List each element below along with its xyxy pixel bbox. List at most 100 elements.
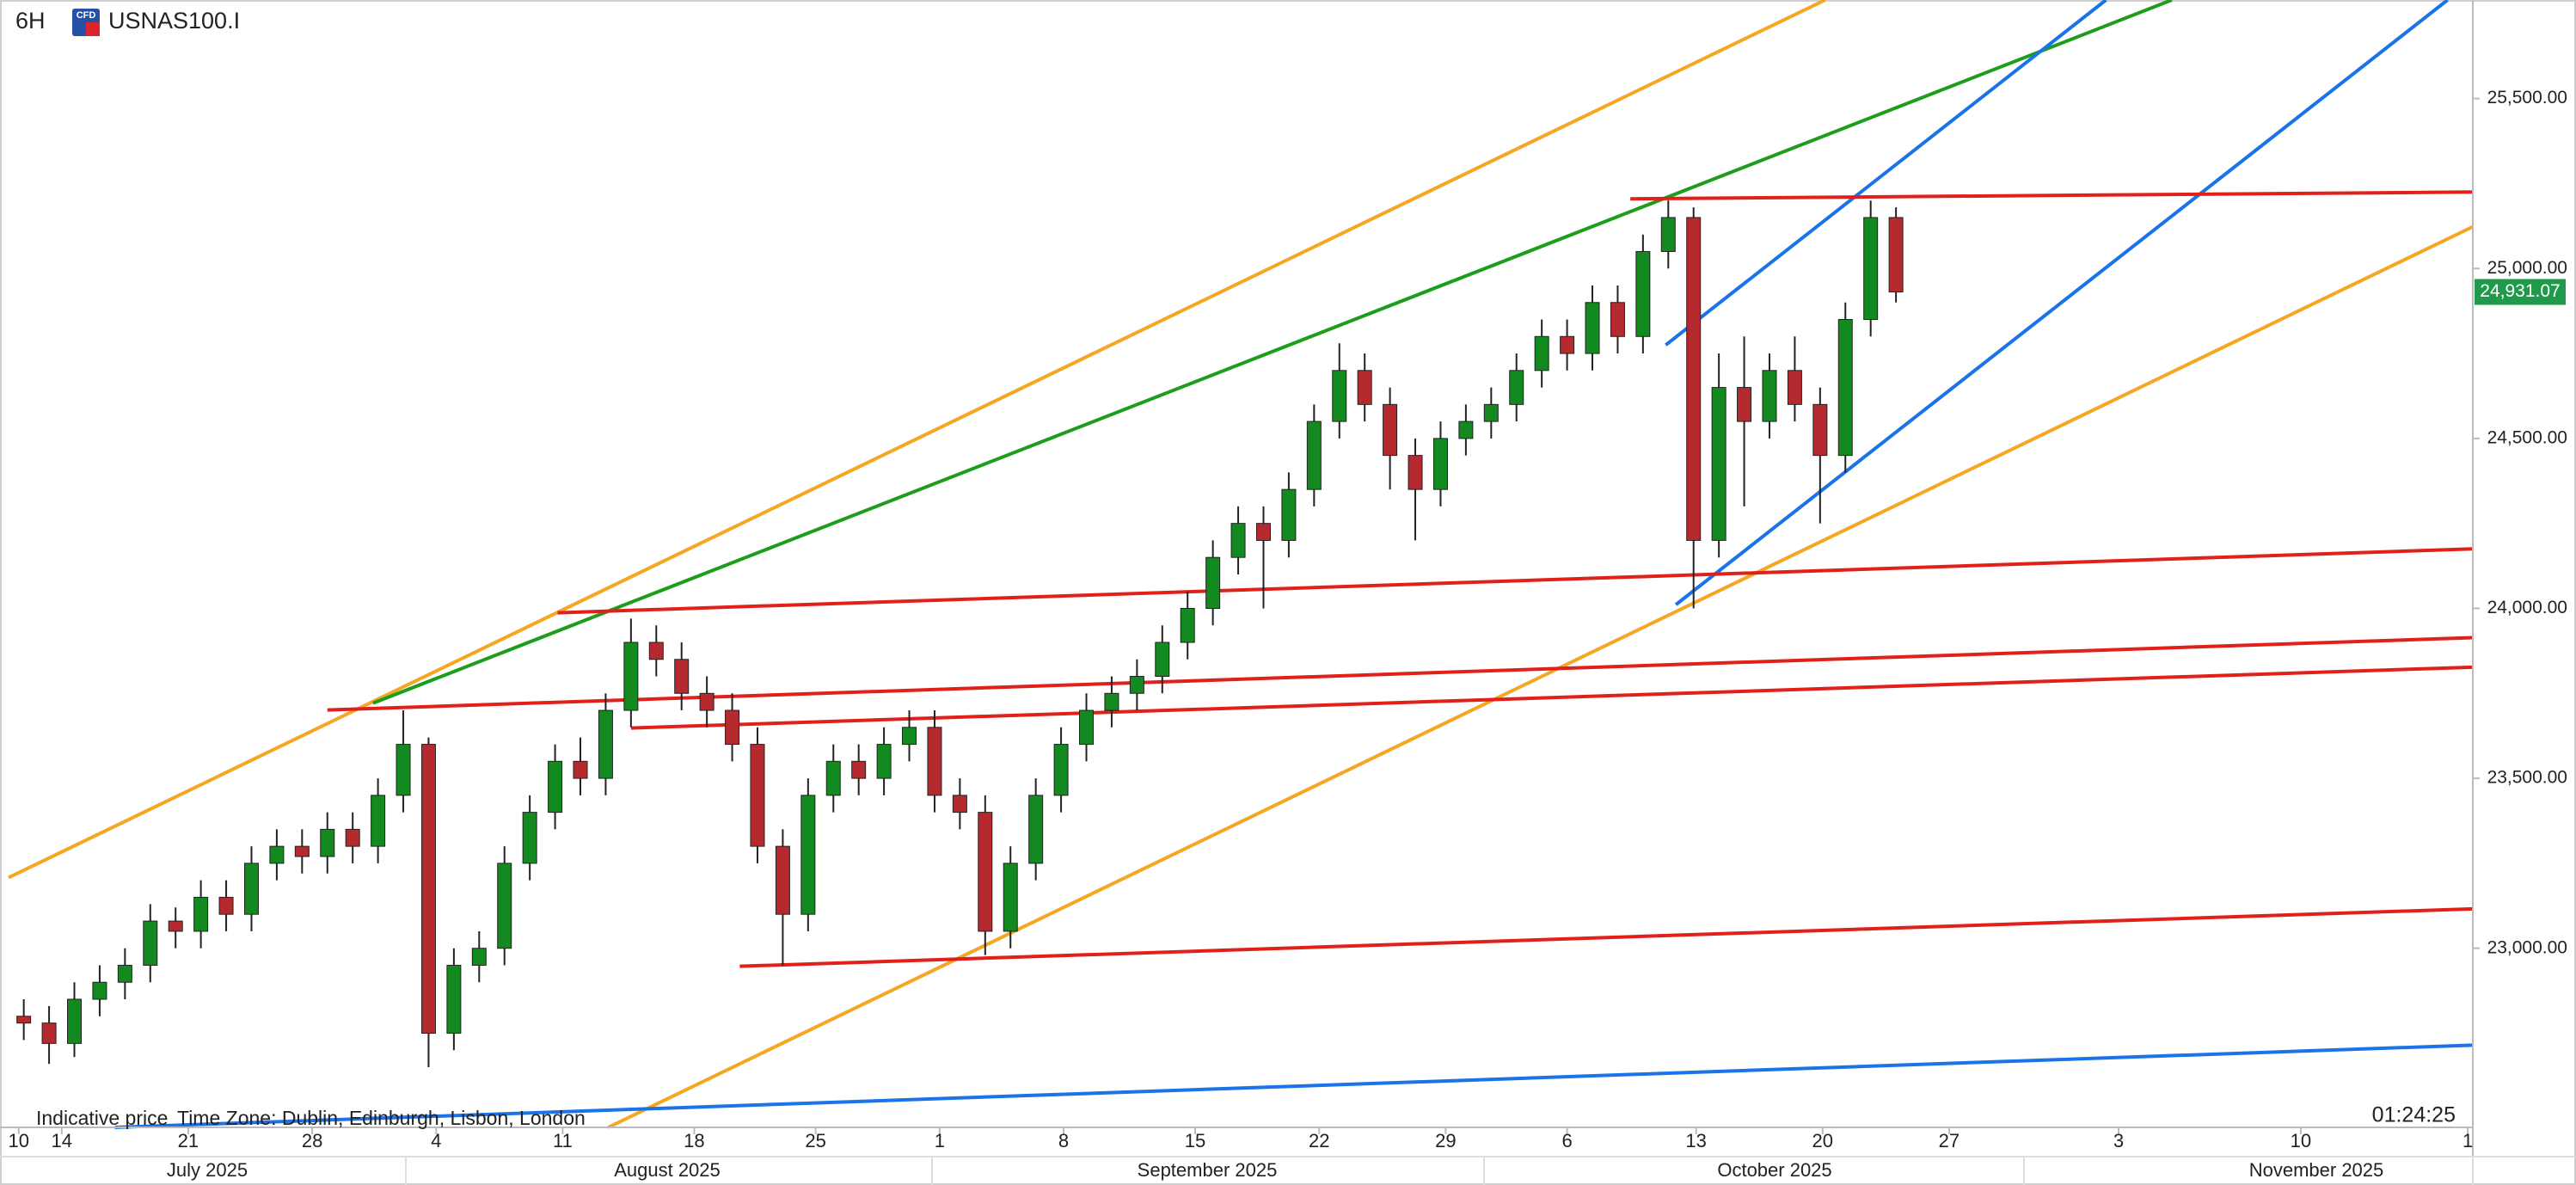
candle-body bbox=[978, 812, 993, 932]
candle-body bbox=[1255, 523, 1271, 541]
month-label: July 2025 bbox=[167, 1159, 248, 1181]
symbol[interactable]: USNAS100.I bbox=[108, 8, 240, 34]
candle-body bbox=[952, 795, 967, 814]
candle-body bbox=[1635, 250, 1651, 337]
candle-body bbox=[1686, 217, 1702, 541]
candle-body bbox=[1383, 403, 1398, 457]
x-tick-label: 8 bbox=[1058, 1130, 1069, 1151]
candle-body bbox=[446, 964, 462, 1035]
y-tick-label: 24,000.00 bbox=[2487, 598, 2567, 617]
candle-body bbox=[1863, 217, 1879, 321]
candle-body bbox=[1180, 607, 1195, 643]
candle-body bbox=[548, 760, 563, 814]
candle-body bbox=[1711, 387, 1727, 541]
candle-body bbox=[1585, 302, 1600, 354]
month-label: August 2025 bbox=[614, 1159, 721, 1181]
candle-body bbox=[218, 896, 234, 915]
candle-body bbox=[725, 709, 740, 746]
candle-body bbox=[851, 760, 867, 779]
candle-body bbox=[648, 642, 664, 660]
candle-body bbox=[41, 1022, 57, 1044]
candle-body bbox=[1104, 692, 1119, 711]
candle-body bbox=[1483, 403, 1499, 422]
price-note: Indicative price bbox=[36, 1107, 168, 1129]
y-tick-label: 23,500.00 bbox=[2487, 768, 2567, 788]
candle-body bbox=[1357, 370, 1372, 405]
x-tick-label: 21 bbox=[178, 1130, 199, 1151]
candle-body bbox=[1079, 709, 1095, 746]
candle-body bbox=[396, 744, 411, 796]
candle-body bbox=[497, 863, 512, 949]
x-tick-label: 15 bbox=[1185, 1130, 1205, 1151]
trend-line bbox=[1630, 190, 2474, 201]
candle-body bbox=[1408, 455, 1423, 490]
x-tick-label: 14 bbox=[52, 1130, 72, 1151]
candle-body bbox=[902, 727, 917, 746]
candle-body bbox=[1028, 795, 1044, 864]
y-tick-label: 23,000.00 bbox=[2487, 937, 2567, 957]
candle-body bbox=[1560, 335, 1575, 354]
candle-body bbox=[598, 709, 613, 779]
candle-body bbox=[1762, 370, 1777, 422]
candle-body bbox=[1332, 370, 1347, 422]
y-tick-label: 25,500.00 bbox=[2487, 88, 2567, 107]
candle-body bbox=[1053, 744, 1069, 796]
candle-body bbox=[1660, 217, 1676, 252]
candle-body bbox=[243, 863, 259, 915]
candle-body bbox=[1432, 438, 1448, 490]
trend-line bbox=[1674, 0, 2449, 606]
candle-body bbox=[1737, 387, 1752, 422]
candle-body bbox=[193, 896, 209, 932]
month-label: October 2025 bbox=[1717, 1159, 1831, 1181]
candle-body bbox=[674, 659, 690, 694]
y-tick-label: 24,500.00 bbox=[2487, 427, 2567, 447]
candle-body bbox=[1129, 676, 1144, 694]
timeframe[interactable]: 6H bbox=[15, 8, 46, 34]
drawings bbox=[8, 0, 2474, 1129]
month-label: November 2025 bbox=[2249, 1159, 2384, 1181]
candle-body bbox=[750, 744, 765, 847]
candle-body bbox=[1610, 302, 1625, 337]
candle-body bbox=[1787, 370, 1802, 405]
candle-body bbox=[92, 981, 107, 1000]
y-tick-label: 25,000.00 bbox=[2487, 258, 2567, 278]
candle-body bbox=[927, 727, 942, 796]
candle-body bbox=[143, 920, 158, 966]
timezone[interactable]: Time Zone: Dublin, Edinburgh, Lisbon, Lo… bbox=[177, 1107, 586, 1129]
candle-body bbox=[825, 760, 841, 796]
trend-line bbox=[557, 547, 2474, 615]
trend-line bbox=[739, 906, 2474, 968]
candle-body bbox=[1509, 370, 1524, 405]
candle-body bbox=[117, 964, 132, 983]
candle-body bbox=[420, 744, 436, 1035]
x-tick-label: 13 bbox=[1685, 1130, 1706, 1151]
candle-body bbox=[1306, 421, 1322, 490]
symbol-badge: CFD bbox=[77, 10, 96, 21]
candle-body bbox=[800, 795, 816, 915]
candle-body bbox=[294, 845, 310, 857]
candle-body bbox=[623, 642, 639, 711]
candle-body bbox=[471, 948, 487, 966]
trend-line bbox=[327, 635, 2474, 712]
candle-body bbox=[1205, 556, 1221, 609]
x-tick-label: 25 bbox=[805, 1130, 825, 1151]
trend-line bbox=[371, 0, 2173, 705]
x-tick-label: 3 bbox=[2113, 1130, 2124, 1151]
candle-body bbox=[371, 795, 386, 847]
candle-body bbox=[168, 920, 183, 932]
last-price-tag bbox=[2475, 279, 2566, 305]
candle-body bbox=[1812, 403, 1828, 457]
candle-body bbox=[1837, 319, 1853, 457]
candle-body bbox=[1458, 421, 1474, 439]
month-label: September 2025 bbox=[1138, 1159, 1278, 1181]
trend-line bbox=[114, 1043, 2474, 1129]
symbol-icon-flag bbox=[86, 22, 100, 36]
candle-body bbox=[320, 828, 335, 857]
candle-body bbox=[522, 812, 537, 864]
candle-body bbox=[345, 828, 360, 847]
x-tick-label: 1 bbox=[935, 1130, 945, 1151]
candle-body bbox=[1281, 488, 1297, 541]
